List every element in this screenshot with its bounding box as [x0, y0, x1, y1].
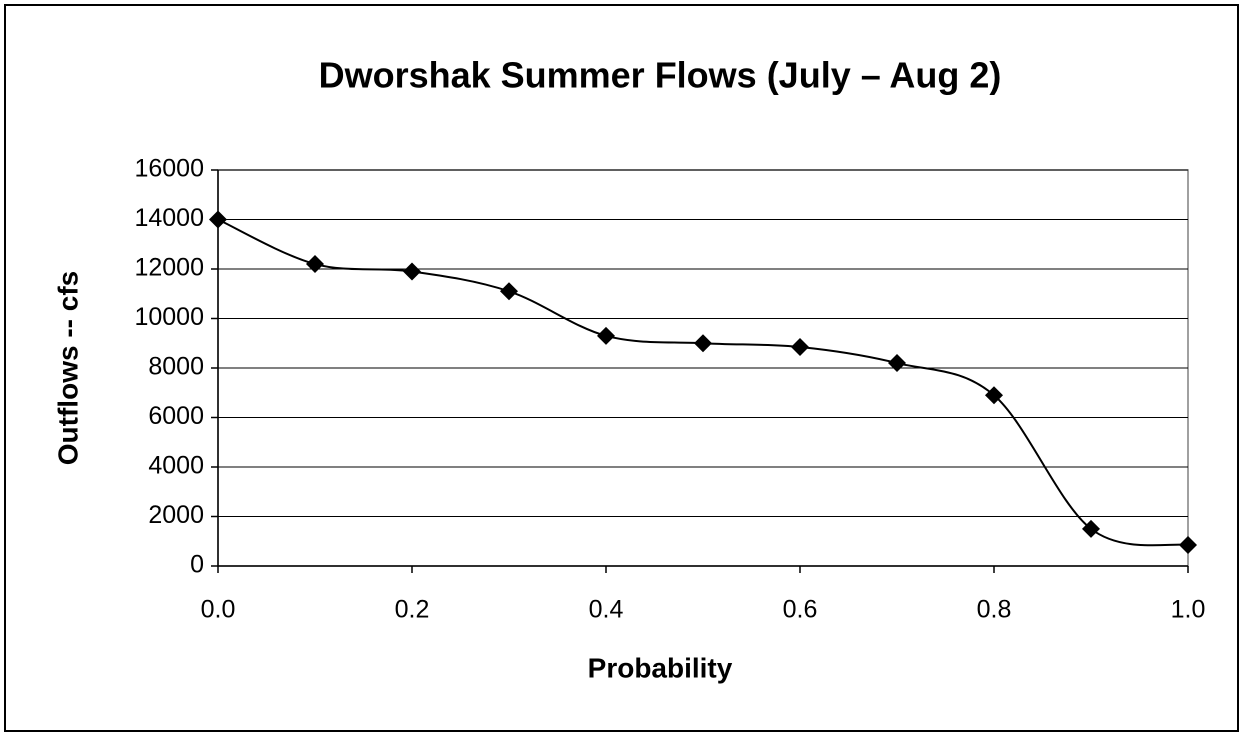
- x-tick-label: 0.8: [977, 596, 1012, 624]
- y-tick-label: 10000: [134, 303, 204, 331]
- y-tick-label: 8000: [148, 353, 204, 381]
- x-tick-label: 0.2: [395, 596, 430, 624]
- x-axis-label: Probability: [588, 652, 733, 683]
- x-tick-label: 1.0: [1171, 596, 1206, 624]
- marker: [985, 386, 1003, 405]
- marker: [888, 354, 906, 373]
- chart-title: Dworshak Summer Flows (July – Aug 2): [319, 55, 1002, 96]
- x-tick-label: 0.0: [201, 596, 236, 624]
- marker: [1179, 535, 1197, 554]
- y-tick-label: 2000: [148, 501, 204, 529]
- marker: [1082, 519, 1100, 538]
- y-tick-label: 4000: [148, 452, 204, 480]
- y-tick-label: 0: [190, 551, 204, 579]
- y-tick-label: 14000: [134, 204, 204, 232]
- marker: [597, 326, 615, 345]
- marker: [694, 334, 712, 353]
- marker: [209, 210, 227, 229]
- x-tick-label: 0.4: [589, 596, 624, 624]
- marker: [500, 282, 518, 301]
- y-tick-label: 6000: [148, 402, 204, 430]
- marker: [791, 337, 809, 356]
- y-tick-label: 16000: [134, 155, 204, 183]
- series-line: [217, 218, 1189, 547]
- x-tick-label: 0.6: [783, 596, 818, 624]
- marker: [403, 262, 421, 281]
- y-tick-label: 12000: [134, 254, 204, 282]
- marker: [306, 255, 324, 274]
- y-axis-label: Outflows -- cfs: [52, 271, 83, 465]
